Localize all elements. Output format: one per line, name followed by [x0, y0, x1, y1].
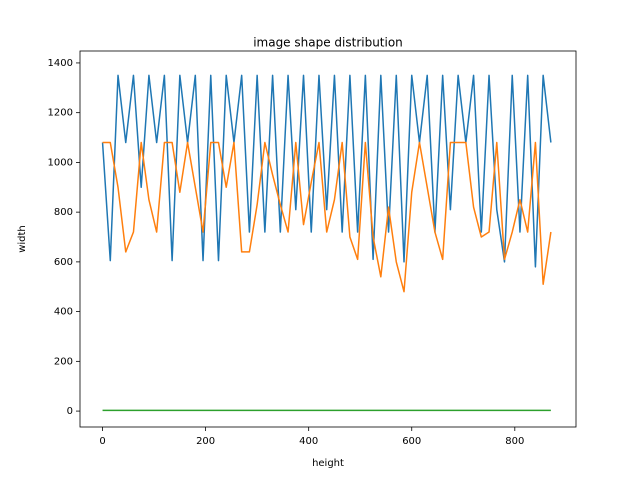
x-tick-label: 600	[402, 436, 421, 447]
y-tick-label: 1000	[48, 157, 73, 168]
y-tick-label: 800	[54, 207, 73, 218]
series-line	[101, 74, 552, 268]
x-tick-label: 200	[196, 436, 215, 447]
y-tick-label: 1200	[48, 108, 73, 119]
plot-frame	[79, 50, 577, 428]
y-tick-label: 200	[54, 356, 73, 367]
y-tick-label: 600	[54, 257, 73, 268]
chart-title: image shape distribution	[253, 36, 403, 50]
y-tick-label: 1400	[48, 58, 73, 69]
x-axis-label: height	[312, 458, 344, 469]
y-tick-label: 0	[67, 406, 73, 417]
y-tick-label: 400	[54, 307, 73, 318]
x-tick-label: 0	[99, 436, 105, 447]
x-tick-label: 400	[299, 436, 318, 447]
series-line	[102, 141, 552, 293]
y-axis-label: width	[17, 225, 28, 253]
x-tick-label: 800	[505, 436, 524, 447]
